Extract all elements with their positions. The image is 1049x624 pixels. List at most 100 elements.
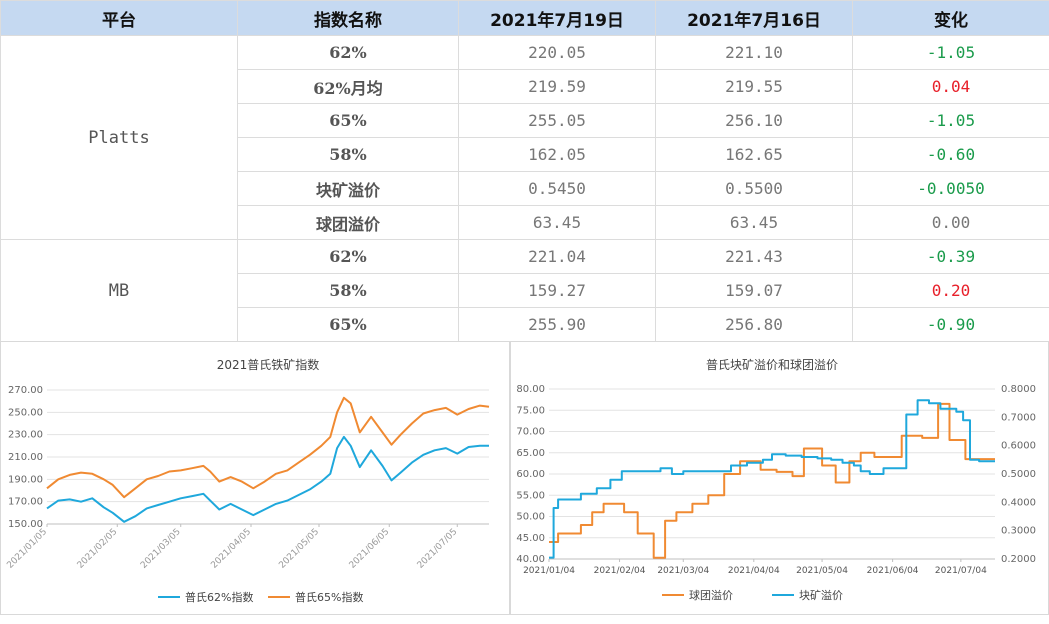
- y2-tick-label: 0.2000: [1001, 554, 1036, 565]
- y-tick-label: 190.00: [8, 474, 43, 485]
- header-date-2: 2021年7月16日: [655, 0, 853, 36]
- header-date-1: 2021年7月19日: [458, 0, 656, 36]
- platts-index-chart: 2021普氏铁矿指数 150.00 170.00 190.00 210.00 230.00…: [5, 357, 490, 604]
- index-name-cell: 62%月均: [237, 69, 459, 104]
- header-change: 变化: [852, 0, 1049, 36]
- table-header-row: 平台 指数名称 2021年7月19日 2021年7月16日 变化: [0, 0, 1049, 36]
- table-row: 球团溢价 63.45 63.45 0.00: [1, 205, 1049, 240]
- value-date-1-cell: 219.59: [458, 69, 656, 104]
- index-name-cell: 块矿溢价: [237, 171, 459, 206]
- table-row: 58% 159.27 159.07 0.20: [1, 273, 1049, 308]
- series-line-1: [549, 399, 995, 559]
- table-row: 65% 255.90 256.80 -0.90: [1, 307, 1049, 342]
- change-cell: -0.60: [852, 137, 1049, 172]
- y-tick-label: 75.00: [516, 405, 545, 416]
- y2-tick-label: 0.3000: [1001, 526, 1036, 537]
- y-tick-label: 150.00: [8, 519, 43, 530]
- value-date-2-cell: 221.10: [655, 35, 853, 70]
- value-date-2-cell: 159.07: [655, 273, 853, 308]
- value-date-1-cell: 63.45: [458, 205, 656, 240]
- series-line-0: [549, 402, 995, 559]
- y-tick-label: 65.00: [516, 448, 545, 459]
- legend-label: 普氏62%指数: [185, 590, 253, 604]
- legend-label: 球团溢价: [689, 588, 733, 602]
- change-cell: 0.00: [852, 205, 1049, 240]
- table-row: MB 62% 221.04 221.43 -0.39: [0, 239, 1049, 342]
- table-row: Platts 62% 220.05 221.10 -1.05: [0, 35, 1049, 240]
- platform-cell: Platts: [0, 35, 238, 240]
- platform-cell: MB: [0, 239, 238, 342]
- change-cell: -0.0050: [852, 171, 1049, 206]
- y2-tick-label: 0.7000: [1001, 412, 1036, 423]
- table-row: 62%月均 219.59 219.55 0.04: [1, 69, 1049, 104]
- value-date-1-cell: 159.27: [458, 273, 656, 308]
- value-date-1-cell: 0.5450: [458, 171, 656, 206]
- x-tick-label: 2021/06/05: [348, 527, 392, 571]
- y-tick-label: 270.00: [8, 385, 43, 396]
- y-tick-label: 210.00: [8, 452, 43, 463]
- x-tick-label: 2021/02/05: [76, 527, 120, 571]
- value-date-2-cell: 219.55: [655, 69, 853, 104]
- value-date-2-cell: 221.43: [655, 239, 853, 274]
- y-tick-label: 250.00: [8, 407, 43, 418]
- index-name-cell: 58%: [237, 273, 459, 308]
- legend-label: 块矿溢价: [799, 588, 843, 602]
- value-date-2-cell: 162.65: [655, 137, 853, 172]
- header-platform: 平台: [0, 0, 238, 36]
- change-cell: -0.90: [852, 307, 1049, 342]
- value-date-1-cell: 255.90: [458, 307, 656, 342]
- value-date-1-cell: 255.05: [458, 103, 656, 138]
- y-tick-label: 50.00: [516, 512, 545, 523]
- iron-ore-index-table: 平台 指数名称 2021年7月19日 2021年7月16日 变化 Platts 6…: [0, 0, 1049, 342]
- y-tick-label: 45.00: [516, 533, 545, 544]
- x-tick-label: 2021/06/04: [867, 566, 919, 576]
- index-name-cell: 球团溢价: [237, 205, 459, 240]
- x-tick-label: 2021/01/05: [5, 527, 49, 571]
- change-cell: 0.04: [852, 69, 1049, 104]
- x-tick-label: 2021/05/04: [796, 566, 848, 576]
- x-tick-label: 2021/04/05: [209, 527, 253, 571]
- x-tick-label: 2021/03/05: [139, 527, 183, 571]
- value-date-1-cell: 221.04: [458, 239, 656, 274]
- x-tick-label: 2021/07/04: [935, 566, 987, 576]
- value-date-2-cell: 256.10: [655, 103, 853, 138]
- series-line-1: [46, 396, 490, 499]
- y2-tick-label: 0.6000: [1001, 441, 1036, 452]
- y-tick-label: 40.00: [516, 554, 545, 565]
- table-row: 65% 255.05 256.10 -1.05: [1, 103, 1049, 138]
- y2-tick-label: 0.8000: [1001, 384, 1036, 395]
- chart-title: 普氏块矿溢价和球团溢价: [706, 358, 838, 372]
- table-row: 块矿溢价 0.5450 0.5500 -0.0050: [1, 171, 1049, 206]
- y2-tick-label: 0.4000: [1001, 497, 1036, 508]
- x-tick-label: 2021/03/04: [657, 566, 709, 576]
- value-date-2-cell: 256.80: [655, 307, 853, 342]
- index-name-cell: 65%: [237, 103, 459, 138]
- x-tick-label: 2021/04/04: [728, 566, 780, 576]
- x-tick-label: 2021/02/04: [594, 566, 646, 576]
- y-tick-label: 80.00: [516, 384, 545, 395]
- y-tick-label: 170.00: [8, 497, 43, 508]
- y-tick-label: 55.00: [516, 490, 545, 501]
- value-date-2-cell: 0.5500: [655, 171, 853, 206]
- value-date-2-cell: 63.45: [655, 205, 853, 240]
- y-tick-label: 70.00: [516, 427, 545, 438]
- platts-index-chart-panel: 2021普氏铁矿指数 150.00 170.00 190.00 210.00 230.00…: [0, 341, 510, 615]
- index-name-cell: 62%: [237, 35, 459, 70]
- index-name-cell: 62%: [237, 239, 459, 274]
- index-name-cell: 65%: [237, 307, 459, 342]
- change-cell: -1.05: [852, 35, 1049, 70]
- index-name-cell: 58%: [237, 137, 459, 172]
- x-tick-label: 2021/05/05: [277, 527, 321, 571]
- y2-tick-label: 0.5000: [1001, 469, 1036, 480]
- premium-chart-panel: 普氏块矿溢价和球团溢价 40.00 45.00 50.00 55.00 60.00 65.0…: [510, 341, 1049, 615]
- value-date-1-cell: 162.05: [458, 137, 656, 172]
- change-cell: 0.20: [852, 273, 1049, 308]
- table-row: 58% 162.05 162.65 -0.60: [1, 137, 1049, 172]
- header-index-name: 指数名称: [237, 0, 459, 36]
- change-cell: -0.39: [852, 239, 1049, 274]
- x-tick-label: 2021/07/05: [416, 527, 460, 571]
- series-line-0: [46, 435, 489, 523]
- value-date-1-cell: 220.05: [458, 35, 656, 70]
- premium-chart: 普氏块矿溢价和球团溢价 40.00 45.00 50.00 55.00 60.00 65.0…: [516, 358, 1036, 602]
- chart-title: 2021普氏铁矿指数: [217, 357, 320, 372]
